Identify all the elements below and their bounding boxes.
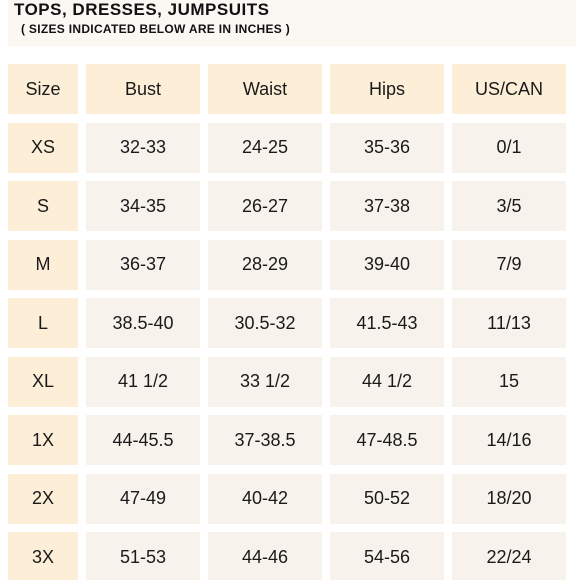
- column-header-bust: Bust: [86, 64, 200, 114]
- chart-subtitle: ( SIZES INDICATED BELOW ARE IN INCHES ): [21, 22, 291, 36]
- waist-cell: 26-27: [208, 181, 322, 231]
- us-can-cell: 14/16: [452, 415, 566, 465]
- column-header-hips: Hips: [330, 64, 444, 114]
- size-label-cell: S: [8, 181, 78, 231]
- us-can-cell: 15: [452, 356, 566, 407]
- size-label-cell: 2X: [8, 473, 78, 524]
- size-label-cell: XL: [8, 356, 78, 407]
- us-can-cell: 7/9: [452, 239, 566, 290]
- waist-cell: 44-46: [208, 532, 322, 580]
- us-can-cell: 11/13: [452, 298, 566, 348]
- waist-cell: 24-25: [208, 122, 322, 173]
- bust-cell: 36-37: [86, 239, 200, 290]
- size-label-cell: L: [8, 298, 78, 348]
- hips-cell: 50-52: [330, 473, 444, 524]
- waist-cell: 37-38.5: [208, 415, 322, 465]
- hips-cell: 54-56: [330, 532, 444, 580]
- hips-cell: 41.5-43: [330, 298, 444, 348]
- size-table: Size Bust Waist Hips US/CAN XS 32-33 24-…: [8, 64, 566, 580]
- bust-cell: 47-49: [86, 473, 200, 524]
- waist-cell: 33 1/2: [208, 356, 322, 407]
- hips-cell: 35-36: [330, 122, 444, 173]
- column-header-waist: Waist: [208, 64, 322, 114]
- waist-cell: 30.5-32: [208, 298, 322, 348]
- size-label-cell: XS: [8, 122, 78, 173]
- bust-cell: 41 1/2: [86, 356, 200, 407]
- waist-cell: 28-29: [208, 239, 322, 290]
- bust-cell: 51-53: [86, 532, 200, 580]
- bust-cell: 44-45.5: [86, 415, 200, 465]
- bust-cell: 38.5-40: [86, 298, 200, 348]
- waist-cell: 40-42: [208, 473, 322, 524]
- us-can-cell: 3/5: [452, 181, 566, 231]
- chart-header: TOPS, DRESSES, JUMPSUITS ( SIZES INDICAT…: [8, 0, 576, 46]
- bust-cell: 34-35: [86, 181, 200, 231]
- us-can-cell: 0/1: [452, 122, 566, 173]
- hips-cell: 39-40: [330, 239, 444, 290]
- size-label-cell: 3X: [8, 532, 78, 580]
- us-can-cell: 22/24: [452, 532, 566, 580]
- bust-cell: 32-33: [86, 122, 200, 173]
- chart-title: TOPS, DRESSES, JUMPSUITS: [14, 0, 270, 19]
- hips-cell: 37-38: [330, 181, 444, 231]
- size-label-cell: M: [8, 239, 78, 290]
- size-label-cell: 1X: [8, 415, 78, 465]
- hips-cell: 47-48.5: [330, 415, 444, 465]
- us-can-cell: 18/20: [452, 473, 566, 524]
- hips-cell: 44 1/2: [330, 356, 444, 407]
- column-header-us-can: US/CAN: [452, 64, 566, 114]
- column-header-size: Size: [8, 64, 78, 114]
